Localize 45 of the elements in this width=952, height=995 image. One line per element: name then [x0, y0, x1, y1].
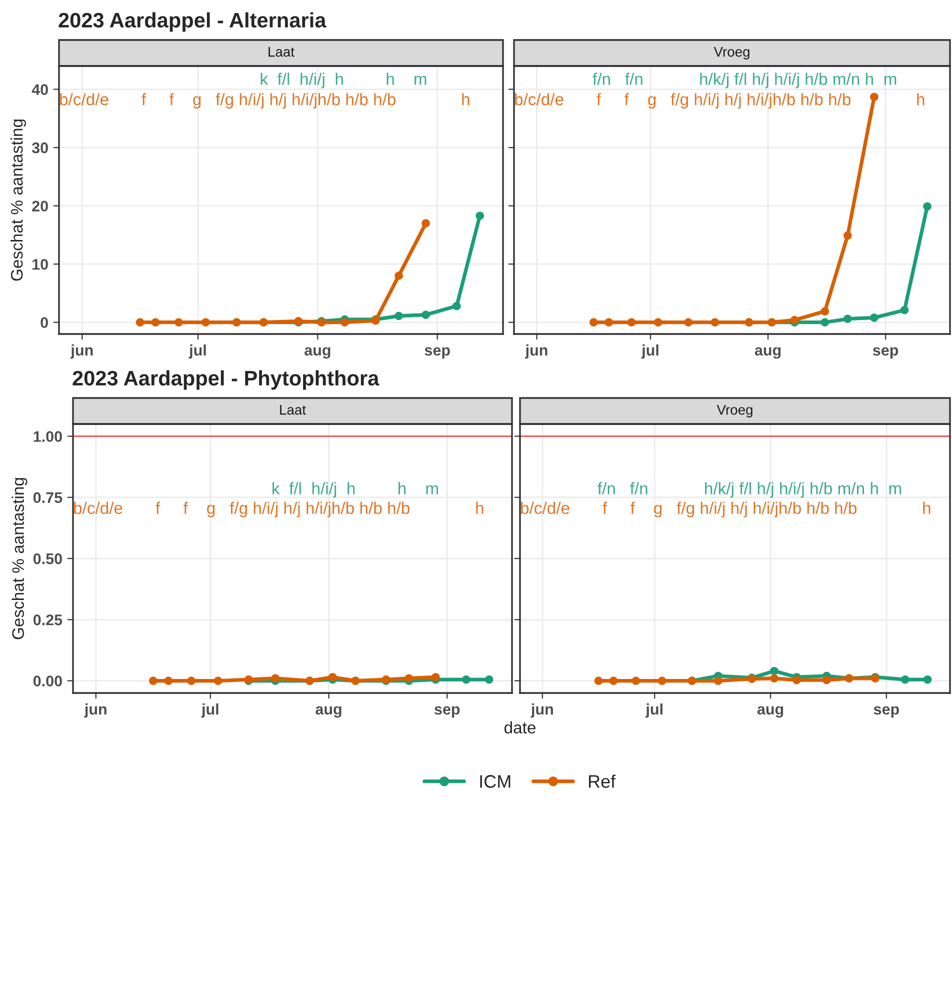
y-tick-label: 0 [40, 317, 48, 328]
y-tick-label: 20 [32, 200, 48, 212]
annotation: k f/l h/i/j h h m [260, 72, 426, 88]
x-tick-label: aug [304, 347, 330, 359]
x-tick-label: jul [188, 344, 206, 359]
chart-subtitle: Laat [268, 47, 294, 57]
chart-subtitle: Laat [280, 405, 306, 415]
legend-label: ICM [480, 775, 510, 788]
x-tick-label: jul [201, 703, 218, 718]
x-tick-label: jul [645, 703, 662, 718]
x-tick-label: sep [874, 706, 899, 718]
chart-subtitle: Vroeg [716, 405, 752, 418]
y-tick-label: 0.75 [33, 492, 62, 504]
chart-title: 2023 Aardappel - Alternaria [58, 12, 326, 32]
annotation: b/c/d/e f f g f/g h/i/j h/j h/i/jh/b h/b h/b h [60, 93, 470, 109]
y-tick-label: 1.00 [34, 431, 62, 442]
y-tick-label: 40 [32, 84, 48, 95]
y-tick-label: 0.50 [33, 553, 62, 564]
x-tick-label: aug [757, 706, 784, 718]
x-axis-title: date [504, 721, 536, 734]
y-axis-title: Geschat % aantasting [12, 478, 28, 640]
x-tick-label: aug [316, 706, 342, 718]
annotation: b/c/d/e f f g f/g h/i/j h/j h/i/jh/b h/b h/b h [521, 502, 930, 518]
y-tick-label: 10 [32, 258, 48, 270]
x-tick-label: jun [70, 344, 93, 359]
y-tick-label: 0.00 [33, 676, 62, 686]
x-tick-label: aug [754, 347, 781, 359]
legend-label: Ref [588, 774, 616, 788]
x-tick-label: sep [424, 347, 450, 359]
chart-subtitle: Vroeg [714, 47, 750, 60]
x-tick-label: jun [530, 703, 553, 718]
x-tick-label: jun [525, 344, 548, 359]
x-tick-label: jun [84, 703, 106, 718]
annotation: f/n f/n h/k/j f/l h/j h/i/j h/b m/n h m [592, 72, 896, 88]
chart-title: 2023 Aardappel - Phytophthora [72, 370, 380, 390]
annotation: k f/l h/i/j h h m [272, 482, 438, 498]
y-tick-label: 30 [32, 142, 48, 154]
annotation: b/c/d/e f f g f/g h/i/j h/j h/i/jh/b h/b h/b h [74, 502, 484, 518]
y-axis-title: Geschat % aantasting [10, 120, 26, 281]
x-tick-label: sep [872, 347, 898, 359]
y-tick-label: 0.25 [33, 614, 62, 626]
x-tick-label: sep [434, 706, 460, 718]
annotation: f/n f/n h/k/j f/l h/j h/i/j h/b m/n h m [598, 482, 902, 498]
annotation: b/c/d/e f f g f/g h/i/j h/j h/i/jh/b h/b h/b h [515, 93, 924, 109]
x-tick-label: jul [641, 344, 658, 359]
